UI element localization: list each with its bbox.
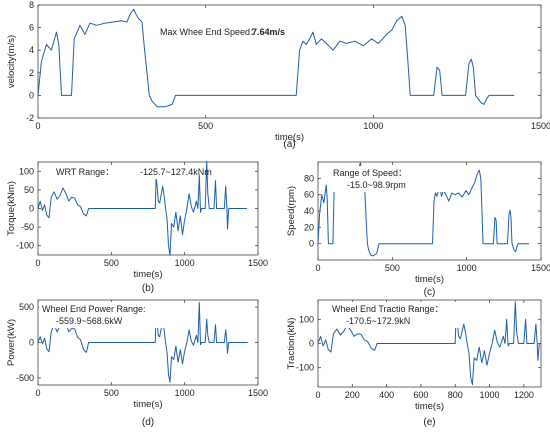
panel-e-xtick-label: 1000 — [480, 390, 500, 400]
panel-d-xtick-label: 1500 — [248, 388, 268, 398]
panel-c-caption: (c) — [424, 287, 436, 298]
panel-b-ytick-label: -50 — [21, 222, 34, 232]
panel-e-annotation-value: -170.5~172.9kN — [346, 316, 410, 326]
panel-b: 0 500 1000 1500 -100 -50 0 50 100 time(s) Torque(k… — [6, 160, 268, 294]
panel-b-xtick-label: 0 — [35, 258, 40, 268]
panel-e-xtick-label: 1200 — [514, 390, 534, 400]
panel-d-xtick-label: 500 — [104, 388, 119, 398]
panel-e-xtick-label: 800 — [448, 390, 463, 400]
panel-b-ytick-label: 50 — [24, 185, 34, 195]
panel-c-xtick-label: 1500 — [531, 263, 550, 273]
panel-c-ytick-label: 20 — [304, 222, 314, 232]
panel-d-ytick-label: 0 — [29, 338, 34, 348]
panel-e-xtick-label: 600 — [413, 390, 428, 400]
panel-e-annotation: Wheel End Tractio Range： -170.5~172.9kN — [329, 302, 459, 328]
panel-e-xtick-label: 200 — [345, 390, 360, 400]
panel-b-annotation-value: -125.7~127.4kNm — [140, 167, 212, 177]
panel-b-xtick-label: 500 — [104, 258, 119, 268]
panel-a-xtick-label: 1500 — [531, 121, 550, 131]
panel-c-xtick-label: 0 — [315, 263, 320, 273]
panel-a-xlabel: time(s) — [275, 132, 304, 143]
panel-d-ytick-label: -500 — [16, 373, 34, 383]
panel-a-ytick-label: 0 — [29, 90, 34, 100]
panel-e-caption: (e) — [423, 417, 435, 428]
panel-e-annotation-label: Wheel End Tractio Range： — [332, 304, 444, 314]
panel-b-annotation-label: WRT Range： — [56, 167, 114, 177]
panel-d-caption: (d) — [142, 417, 154, 428]
panel-c-ylabel: Speed(rpm) — [286, 186, 297, 236]
panel-b-xtick-label: 1000 — [175, 258, 195, 268]
panel-c: 0 500 1000 1500 0 20 40 60 80 time(s) Speed(rpm) (c… — [286, 161, 550, 298]
panel-e-annotation-bg — [329, 302, 459, 328]
panel-a-ytick-label: 6 — [29, 23, 34, 33]
panel-c-annotation-bg — [330, 166, 460, 192]
panel-a-ytick-label: 2 — [29, 68, 34, 78]
panel-e-xtick-label: 0 — [315, 390, 320, 400]
panel-b-caption: (b) — [142, 283, 154, 294]
panel-d-annotation-label: Wheel End Power Range: — [42, 304, 146, 314]
panel-a-annotation: Max Whee End Speed：7.64m/s — [157, 25, 309, 39]
panel-c-xlabel: time(s) — [415, 274, 444, 285]
panel-b-ylabel: Torque(kNm) — [6, 181, 17, 236]
panel-e-xlabel: time(s) — [415, 401, 444, 412]
panel-a-annotation-value: 7.64m/s — [252, 27, 285, 37]
panel-c-annotation: Range of Speed： -15.0~98.9rpm — [330, 166, 460, 192]
panel-b-series-line — [37, 160, 247, 256]
panel-e: 0 200 400 600 800 1000 1200 -100 0 100 time(s) Trac… — [286, 299, 542, 428]
panel-a-annotation-bg — [157, 25, 309, 39]
panel-a-ylabel: velocity(m/s) — [6, 35, 17, 88]
panel-a-caption: (a) — [283, 139, 295, 150]
panel-d-ytick-label: 500 — [19, 302, 34, 312]
panel-e-ytick-label: 0 — [309, 339, 314, 349]
panel-b-xlabel: time(s) — [133, 269, 162, 280]
panel-c-annotation-label: Range of Speed： — [333, 168, 407, 178]
panel-a-xtick-label: 500 — [198, 121, 213, 131]
panel-b-ytick-label: -100 — [16, 241, 34, 251]
panel-a-annotation-label: Max Whee End Speed： — [160, 27, 259, 37]
panel-d-xtick-label: 1000 — [175, 388, 195, 398]
panel-e-ytick-label: 100 — [299, 314, 314, 324]
panel-a: 0 500 1000 1500-202468time(s)velocity(m/s)(… — [6, 0, 550, 150]
panel-b-annotation-bg — [53, 165, 197, 179]
panel-a-ytick-label: 4 — [29, 45, 34, 55]
panel-d-xlabel: time(s) — [133, 399, 162, 410]
panel-a-xtick-label: 0 — [35, 121, 40, 131]
panel-d-ylabel: Power(kW) — [6, 319, 17, 366]
panel-c-ytick-label: 60 — [304, 190, 314, 200]
panel-e-xtick-label: 400 — [379, 390, 394, 400]
panel-c-xtick-label: 500 — [385, 263, 400, 273]
panel-a-ytick-label: 8 — [29, 0, 34, 10]
panel-d-annotation-bg — [39, 302, 169, 328]
panel-c-annotation-value: -15.0~98.9rpm — [347, 180, 406, 190]
panel-b-ytick-label: 0 — [29, 204, 34, 214]
panel-c-xtick-label: 1000 — [457, 263, 477, 273]
panel-a-xtick-label: 1000 — [363, 121, 383, 131]
panel-e-ylabel: Traction(kN) — [286, 318, 297, 370]
panel-b-annotation: WRT Range： -125.7~127.4kNm — [53, 165, 212, 179]
panel-d-xtick-label: 0 — [35, 388, 40, 398]
panel-b-xtick-label: 1500 — [248, 258, 268, 268]
panel-c-ytick-label: 40 — [304, 206, 314, 216]
panel-d-annotation: Wheel End Power Range: -559.9~568.6kW — [39, 302, 169, 328]
panel-e-ytick-label: -100 — [296, 363, 314, 373]
panel-d-annotation-value: -559.9~568.6kW — [56, 316, 123, 326]
panel-a-series-line — [37, 8, 515, 108]
panel-b-ytick-label: 100 — [19, 166, 34, 176]
panel-a-axes-frame — [37, 4, 542, 119]
panel-d: 0 500 1000 1500-5000500time(s)Power(kW)(d)W… — [6, 299, 268, 428]
panel-c-ytick-label: 0 — [309, 239, 314, 249]
panel-a-ytick-label: -2 — [26, 113, 34, 123]
panel-c-ytick-label: 80 — [304, 173, 314, 183]
